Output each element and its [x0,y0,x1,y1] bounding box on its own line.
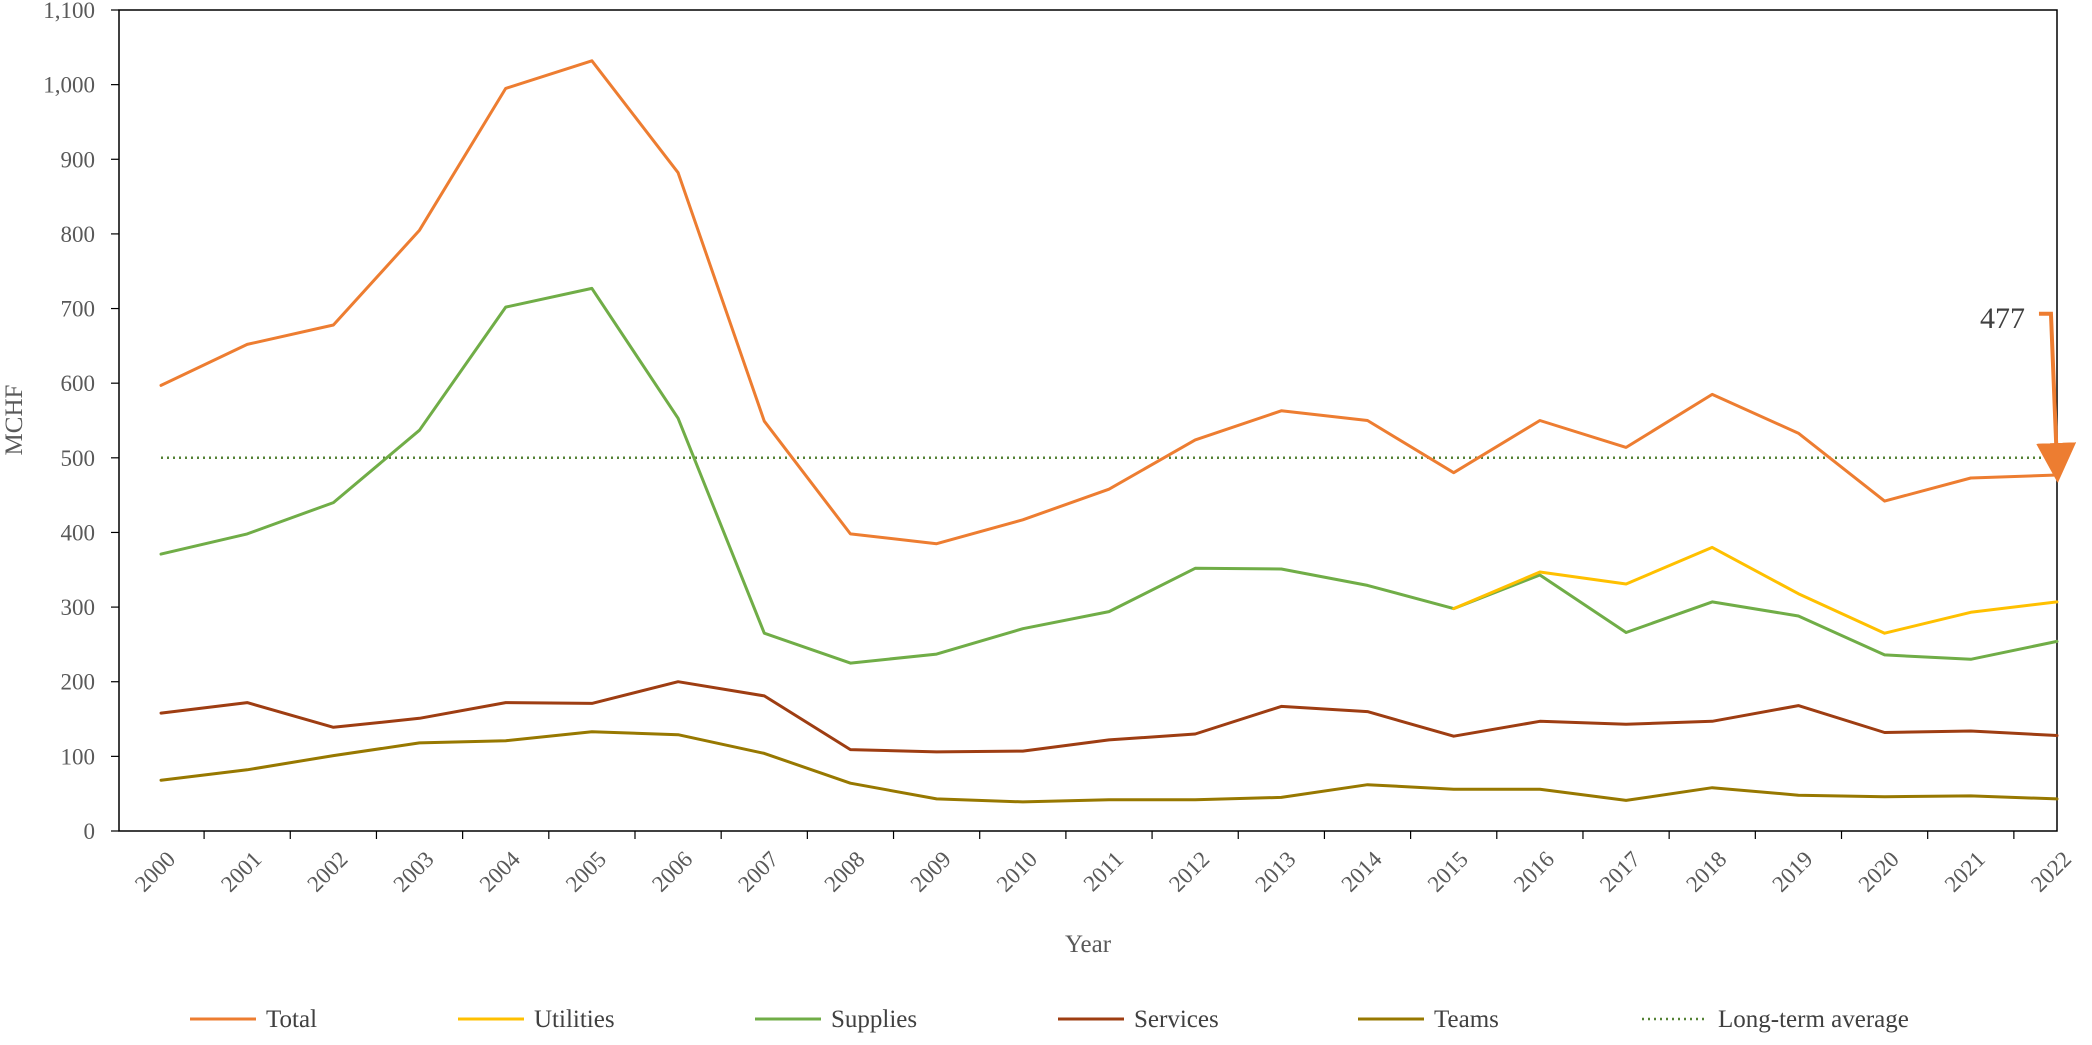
y-tick-label: 800 [61,222,96,247]
x-tick-label: 2015 [1423,847,1473,897]
x-tick-label: 2002 [302,847,352,897]
series-line-services [159,680,2059,754]
x-tick-label: 2013 [1250,847,1300,897]
annotation-arrow [2036,311,2077,483]
x-tick-label: 2008 [819,847,869,897]
y-tick-label: 1,000 [43,73,95,98]
y-tick-label: 400 [61,520,96,545]
y-tick-label: 200 [61,670,96,695]
y-tick-label: 900 [61,147,96,172]
legend-label: Utilities [534,1006,615,1033]
legend-label: Long-term average [1718,1006,1909,1033]
x-tick-label: 2001 [216,847,266,897]
x-tick-label: 2010 [992,847,1042,897]
legend-label: Teams [1434,1006,1499,1033]
x-tick-label: 2014 [1337,846,1388,897]
x-axis: 2000 2001 2002 2003 2004 2005 2006 2007 2008 2009… [130,831,2076,897]
y-tick-label: 600 [61,371,96,396]
series-line-teams [159,730,2059,804]
y-axis: 0 100 200 300 400 500 600 700 800 900 1,000 1,100 [43,0,119,844]
x-tick-label: 2018 [1681,847,1731,897]
x-tick-label: 2021 [1940,847,1990,897]
legend: Total Utilities Supplies Services Teams Long-… [190,1006,1909,1033]
x-tick-label: 2017 [1595,847,1645,897]
series-line-supplies [159,286,2059,665]
x-tick-label: 2005 [561,847,611,897]
x-tick-label: 2012 [1164,847,1214,897]
legend-label: Supplies [831,1006,917,1033]
annotation-label: 477 [1980,302,2025,335]
series-line-utilities [1452,545,2059,635]
x-tick-label: 2020 [1854,847,1904,897]
x-tick-label: 2006 [647,847,697,897]
x-tick-label: 2004 [475,846,526,897]
x-tick-label: 2019 [1767,847,1817,897]
y-tick-label: 0 [84,819,96,844]
y-tick-label: 500 [61,446,96,471]
y-tick-label: 700 [61,297,96,322]
y-tick-label: 1,100 [43,0,95,23]
series-layer [159,59,2059,804]
series-line-total [159,59,2059,546]
x-tick-label: 2009 [906,847,956,897]
x-tick-label: 2007 [733,847,783,897]
y-tick-label: 300 [61,595,96,620]
x-tick-label: 2011 [1079,847,1129,897]
legend-label: Services [1134,1006,1219,1033]
y-axis-title: MCHF [1,385,28,456]
x-tick-label: 2022 [2026,847,2076,897]
annotation-layer: 477 [1980,302,2077,483]
y-tick-label: 100 [61,744,96,769]
x-tick-label: 2016 [1509,847,1559,897]
x-axis-title: Year [1065,931,1112,958]
plot-area [118,9,2058,832]
x-tick-label: 2000 [130,847,180,897]
legend-label: Total [266,1006,317,1033]
x-tick-label: 2003 [389,847,439,897]
